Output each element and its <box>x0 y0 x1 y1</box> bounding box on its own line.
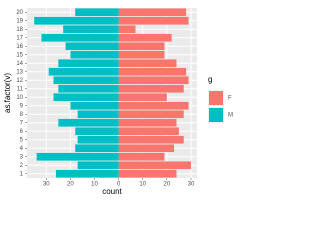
y-tick-label: 20 <box>16 10 23 16</box>
bar <box>77 161 119 170</box>
bar <box>77 135 119 144</box>
legend-swatch <box>209 91 223 105</box>
y-tick-label: 15 <box>16 52 23 58</box>
bar <box>118 25 136 34</box>
y-tick-label: 11 <box>17 86 24 92</box>
y-tick-label: 5 <box>20 137 24 143</box>
x-tick-label: 10 <box>139 182 146 188</box>
x-tick-label: 20 <box>164 182 171 188</box>
x-tick-label: 30 <box>43 182 50 188</box>
y-tick-label: 2 <box>20 163 24 169</box>
bar <box>41 33 119 42</box>
bar <box>75 127 119 136</box>
bar <box>58 59 119 68</box>
bar <box>53 93 119 102</box>
bar <box>118 161 191 170</box>
x-tick-label: 10 <box>91 182 98 188</box>
bar <box>118 84 184 93</box>
bar <box>118 152 165 161</box>
bar <box>118 42 165 51</box>
bar <box>118 16 189 25</box>
bar <box>58 84 119 93</box>
chart: count as.factor(v) g 30 20 10 0 10 20 30123456… <box>3 8 233 196</box>
bar <box>58 118 119 127</box>
y-tick-label: 6 <box>20 129 24 135</box>
bar <box>118 144 175 153</box>
y-tick-label: 7 <box>20 120 24 126</box>
bar <box>34 16 119 25</box>
legend-label: F <box>228 96 232 102</box>
bar <box>63 25 119 34</box>
x-axis-title: count <box>102 187 122 196</box>
bar <box>75 8 119 17</box>
panel <box>27 8 197 178</box>
bar <box>118 50 165 59</box>
bar <box>118 118 177 127</box>
y-tick-label: 13 <box>16 69 23 75</box>
y-tick-label: 12 <box>16 78 23 84</box>
x-tick-label: 20 <box>67 182 74 188</box>
bar <box>65 42 119 51</box>
bar <box>70 101 119 110</box>
bar <box>48 67 119 76</box>
bar <box>118 67 187 76</box>
y-tick-label: 19 <box>16 18 23 24</box>
y-tick-label: 8 <box>20 112 24 118</box>
bar <box>118 8 187 17</box>
bar <box>55 169 119 178</box>
y-tick-label: 14 <box>16 61 23 67</box>
legend-swatch <box>209 108 223 122</box>
legend-title: g <box>208 75 212 84</box>
y-tick-label: 10 <box>16 95 23 101</box>
legend-label: M <box>228 113 233 119</box>
bar <box>118 110 184 119</box>
bar <box>118 76 189 85</box>
bar <box>118 59 177 68</box>
bar <box>118 127 179 136</box>
bar <box>75 144 119 153</box>
bar <box>70 50 119 59</box>
bar <box>118 101 189 110</box>
y-tick-label: 3 <box>20 154 24 160</box>
bar <box>53 76 119 85</box>
bar <box>36 152 119 161</box>
y-tick-label: 9 <box>20 103 24 109</box>
page: count as.factor(v) g 30 20 10 0 10 20 30 1 2 3 4 5 6… <box>3 8 233 197</box>
bar <box>77 110 119 119</box>
bar <box>118 135 184 144</box>
y-tick-label: 17 <box>16 35 23 41</box>
x-tick-label: 0 <box>117 182 121 188</box>
y-tick-label: 1 <box>20 171 24 177</box>
y-tick-label: 18 <box>16 27 23 33</box>
x-tick-label: 30 <box>188 182 195 188</box>
bar <box>118 33 172 42</box>
bar <box>118 169 177 178</box>
y-tick-label: 4 <box>20 146 24 152</box>
y-axis-title: as.factor(v) <box>3 73 12 113</box>
y-tick-label: 16 <box>16 44 23 50</box>
bar <box>118 93 167 102</box>
